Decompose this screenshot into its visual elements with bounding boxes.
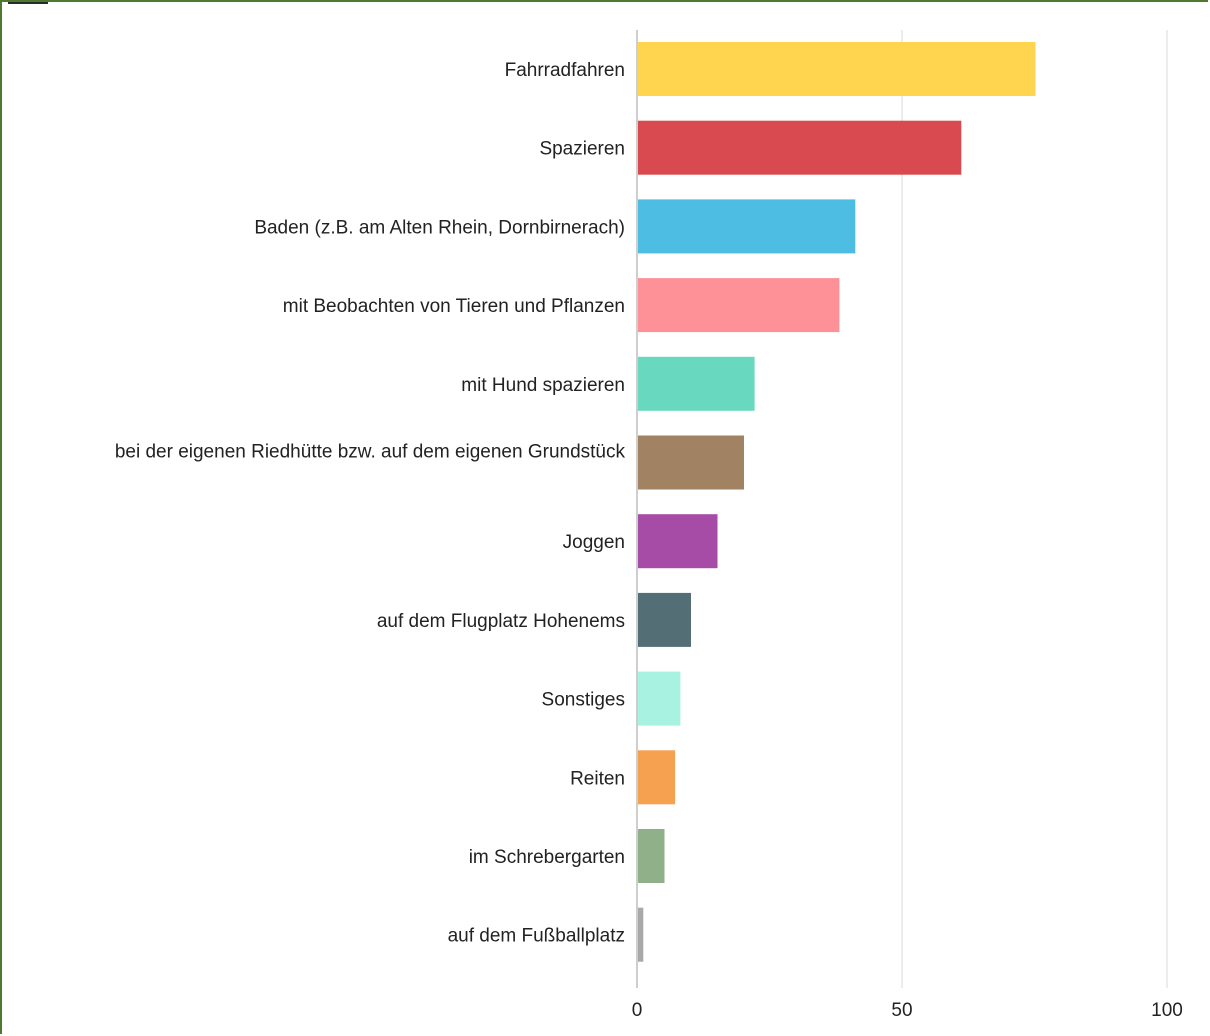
category-label-3: Baden (z.B. am Alten Rhein, Dornbirnerac…: [254, 217, 625, 238]
category-label-4: mit Beobachten von Tieren und Pflanzen: [283, 296, 625, 317]
bar-3[interactable]: [638, 199, 856, 254]
bar-10[interactable]: [638, 750, 676, 805]
category-label-5: mit Hund spazieren: [461, 375, 625, 396]
category-labels: Fahrradfahren Spazieren Baden (z.B. am Alt…: [115, 60, 626, 947]
category-label-8: auf dem Flugplatz Hohenems: [377, 611, 625, 632]
bar-11[interactable]: [638, 829, 665, 883]
category-label-2: Spazieren: [539, 139, 625, 160]
cropped-heading-glyph: [8, 0, 48, 4]
bar-12[interactable]: [638, 907, 644, 962]
category-label-1: Fahrradfahren: [505, 60, 625, 81]
bar-4[interactable]: [638, 278, 840, 333]
x-axis-ticks: 0 50 100: [632, 1000, 1183, 1021]
category-label-9: Sonstiges: [542, 690, 625, 711]
grid-lines: [636, 30, 1168, 988]
cropped-heading-fragment: [8, 0, 68, 4]
x-tick-label-0: 0: [632, 1000, 643, 1021]
x-tick-label-50: 50: [891, 1000, 912, 1021]
bar-6[interactable]: [638, 435, 744, 490]
bar-7[interactable]: [638, 514, 718, 569]
bar-2[interactable]: [638, 120, 962, 175]
category-label-7: Joggen: [563, 532, 625, 553]
bars: [638, 42, 1036, 962]
bar-9[interactable]: [638, 671, 681, 726]
bar-1[interactable]: [638, 42, 1036, 96]
x-tick-label-100: 100: [1151, 1000, 1183, 1021]
category-label-10: Reiten: [570, 768, 625, 789]
category-label-12: auf dem Fußballplatz: [448, 926, 625, 947]
bar-8[interactable]: [638, 592, 691, 647]
category-label-6: bei der eigenen Riedhütte bzw. auf dem e…: [115, 442, 626, 463]
bar-5[interactable]: [638, 356, 755, 411]
category-label-11: im Schrebergarten: [469, 847, 625, 868]
